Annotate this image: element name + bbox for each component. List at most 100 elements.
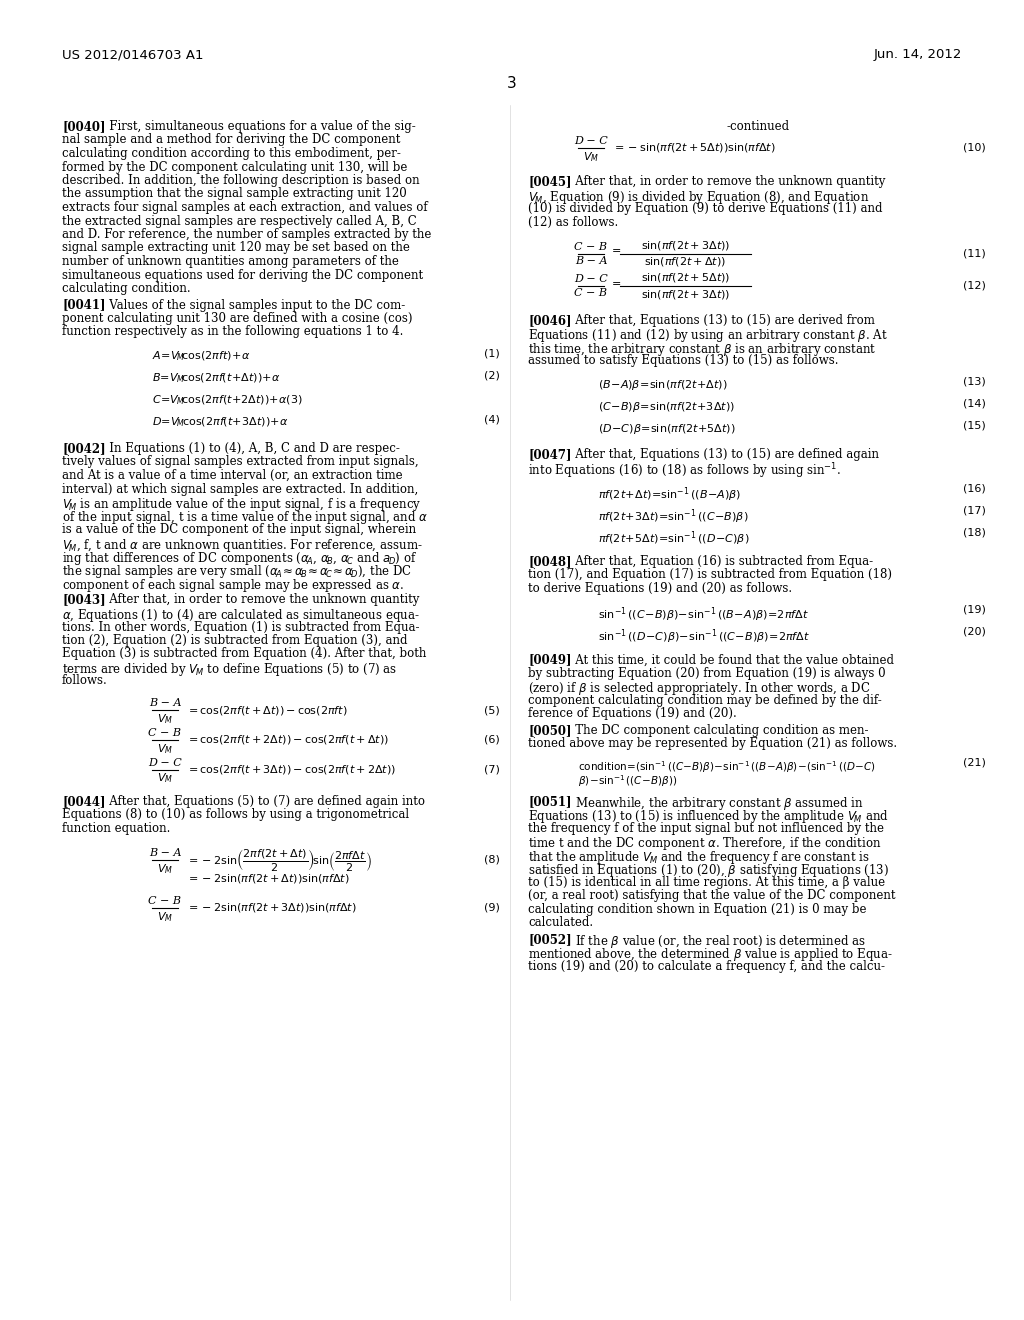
Text: $= -2\sin(\pi f(2t + 3\Delta t))\sin(\pi f\Delta t)$: $= -2\sin(\pi f(2t + 3\Delta t))\sin(\pi… (186, 902, 356, 915)
Text: [0044]: [0044] (62, 795, 105, 808)
Text: (17): (17) (964, 506, 986, 516)
Text: (16): (16) (964, 484, 986, 494)
Text: [0042]: [0042] (62, 442, 105, 455)
Text: Equation (3) is subtracted from Equation (4). After that, both: Equation (3) is subtracted from Equation… (62, 648, 426, 660)
Text: the extracted signal samples are respectively called A, B, C: the extracted signal samples are respect… (62, 214, 417, 227)
Text: tioned above may be represented by Equation (21) as follows.: tioned above may be represented by Equat… (528, 738, 897, 750)
Text: of the input signal, t is a time value of the input signal, and $\alpha$: of the input signal, t is a time value o… (62, 510, 428, 527)
Text: If the $\beta$ value (or, the real root) is determined as: If the $\beta$ value (or, the real root)… (563, 933, 865, 950)
Text: $D\!=\!V_{\!M}\!\cos(2\pi f(t\!+\!3\Delta t))\!+\!\alpha$: $D\!=\!V_{\!M}\!\cos(2\pi f(t\!+\!3\Delt… (152, 414, 289, 429)
Text: B − A: B − A (148, 698, 181, 709)
Text: assumed to satisfy Equations (13) to (15) as follows.: assumed to satisfy Equations (13) to (15… (528, 354, 839, 367)
Text: $\beta)\!-\!\sin^{-1}((C\!-\!B)\beta))$: $\beta)\!-\!\sin^{-1}((C\!-\!B)\beta))$ (578, 774, 677, 789)
Text: $V_{\!M}$ is an amplitude value of the input signal, f is a frequency: $V_{\!M}$ is an amplitude value of the i… (62, 496, 421, 513)
Text: tively values of signal samples extracted from input signals,: tively values of signal samples extracte… (62, 455, 419, 469)
Text: signal sample extracting unit 120 may be set based on the: signal sample extracting unit 120 may be… (62, 242, 410, 255)
Text: $(B\!-\!A)\beta\!=\!\sin(\pi f(2t\!+\!\Delta t))$: $(B\!-\!A)\beta\!=\!\sin(\pi f(2t\!+\!\D… (598, 378, 728, 392)
Text: tion (17), and Equation (17) is subtracted from Equation (18): tion (17), and Equation (17) is subtract… (528, 569, 892, 581)
Text: the assumption that the signal sample extracting unit 120: the assumption that the signal sample ex… (62, 187, 407, 201)
Text: mentioned above, the determined $\beta$ value is applied to Equa-: mentioned above, the determined $\beta$ … (528, 946, 893, 964)
Text: (10) is divided by Equation (9) to derive Equations (11) and: (10) is divided by Equation (9) to deriv… (528, 202, 883, 215)
Text: (or, a real root) satisfying that the value of the DC component: (or, a real root) satisfying that the va… (528, 890, 896, 903)
Text: $\sin(\pi f(2t + 3\Delta t))$: $\sin(\pi f(2t + 3\Delta t))$ (641, 288, 730, 301)
Text: (zero) if $\beta$ is selected appropriately. In other words, a DC: (zero) if $\beta$ is selected appropriat… (528, 680, 870, 697)
Text: $V_M$: $V_M$ (583, 150, 599, 164)
Text: (4): (4) (484, 414, 500, 424)
Text: (15): (15) (964, 421, 986, 430)
Text: follows.: follows. (62, 675, 108, 688)
Text: described. In addition, the following description is based on: described. In addition, the following de… (62, 174, 420, 187)
Text: simultaneous equations used for deriving the DC component: simultaneous equations used for deriving… (62, 268, 423, 281)
Text: (10): (10) (964, 143, 986, 153)
Text: extracts four signal samples at each extraction, and values of: extracts four signal samples at each ext… (62, 201, 428, 214)
Text: $\sin(\pi f(2t + \Delta t))$: $\sin(\pi f(2t + \Delta t))$ (644, 256, 726, 268)
Text: ing that differences of DC components ($\alpha_{\!A}$, $\alpha_{\!B}$, $\alpha_{: ing that differences of DC components ($… (62, 550, 418, 568)
Text: [0051]: [0051] (528, 795, 571, 808)
Text: (12) as follows.: (12) as follows. (528, 215, 618, 228)
Text: to derive Equations (19) and (20) as follows.: to derive Equations (19) and (20) as fol… (528, 582, 793, 595)
Text: =: = (612, 279, 622, 289)
Text: US 2012/0146703 A1: US 2012/0146703 A1 (62, 48, 204, 61)
Text: ference of Equations (19) and (20).: ference of Equations (19) and (20). (528, 708, 736, 721)
Text: (9): (9) (484, 903, 500, 912)
Text: (5): (5) (484, 705, 500, 715)
Text: component calculating condition may be defined by the dif-: component calculating condition may be d… (528, 694, 882, 708)
Text: B − A: B − A (574, 256, 607, 265)
Text: (8): (8) (484, 855, 500, 865)
Text: function respectively as in the following equations 1 to 4.: function respectively as in the followin… (62, 326, 403, 338)
Text: C − B: C − B (574, 242, 607, 252)
Text: ponent calculating unit 130 are defined with a cosine (cos): ponent calculating unit 130 are defined … (62, 312, 413, 325)
Text: function equation.: function equation. (62, 822, 170, 834)
Text: [0043]: [0043] (62, 594, 105, 606)
Text: [0048]: [0048] (528, 554, 571, 568)
Text: $A\!=\!V_{\!M}\!\cos(2\pi ft)\!+\!\alpha$: $A\!=\!V_{\!M}\!\cos(2\pi ft)\!+\!\alpha… (152, 348, 251, 363)
Text: $(D\!-\!C)\beta\!=\!\sin(\pi f(2t\!+\!5\Delta t))$: $(D\!-\!C)\beta\!=\!\sin(\pi f(2t\!+\!5\… (598, 422, 736, 436)
Text: to (15) is identical in all time regions. At this time, a β value: to (15) is identical in all time regions… (528, 876, 885, 888)
Text: [0049]: [0049] (528, 653, 571, 667)
Text: formed by the DC component calculating unit 130, will be: formed by the DC component calculating u… (62, 161, 408, 173)
Text: terms are divided by $V_{\!M}$ to define Equations (5) to (7) as: terms are divided by $V_{\!M}$ to define… (62, 661, 397, 678)
Text: $V_M$: $V_M$ (157, 713, 173, 726)
Text: B − A: B − A (148, 847, 181, 858)
Text: (13): (13) (964, 378, 986, 387)
Text: $(C\!-\!B)\beta\!=\!\sin(\pi f(2t\!+\!3\Delta t))$: $(C\!-\!B)\beta\!=\!\sin(\pi f(2t\!+\!3\… (598, 400, 735, 414)
Text: After that, Equations (13) to (15) are defined again: After that, Equations (13) to (15) are d… (563, 447, 879, 461)
Text: Equations (11) and (12) by using an arbitrary constant $\beta$. At: Equations (11) and (12) by using an arbi… (528, 327, 888, 345)
Text: $\sin(\pi f(2t + 5\Delta t))$: $\sin(\pi f(2t + 5\Delta t))$ (641, 271, 730, 284)
Text: tions. In other words, Equation (1) is subtracted from Equa-: tions. In other words, Equation (1) is s… (62, 620, 420, 634)
Text: calculated.: calculated. (528, 916, 593, 929)
Text: D − C: D − C (574, 275, 608, 284)
Text: (6): (6) (484, 735, 500, 744)
Text: tions (19) and (20) to calculate a frequency f, and the calcu-: tions (19) and (20) to calculate a frequ… (528, 960, 885, 973)
Text: (2): (2) (484, 370, 500, 380)
Text: $C\!=\!V_{\!M}\!\cos(2\pi f(t\!+\!2\Delta t))\!+\!\alpha(3)$: $C\!=\!V_{\!M}\!\cos(2\pi f(t\!+\!2\Delt… (152, 393, 303, 407)
Text: the signal samples are very small ($\alpha_{\!A}$$\!\approx$$\alpha_{\!B}$$\!\ap: the signal samples are very small ($\alp… (62, 564, 412, 581)
Text: satisfied in Equations (1) to (20), $\beta$ satisfying Equations (13): satisfied in Equations (1) to (20), $\be… (528, 862, 889, 879)
Text: $\sin^{-1}((C\!-\!B)\beta)\!-\!\sin^{-1}((B\!-\!A)\beta)\!=\!2\pi f\Delta t$: $\sin^{-1}((C\!-\!B)\beta)\!-\!\sin^{-1}… (598, 606, 809, 624)
Text: (7): (7) (484, 764, 500, 775)
Text: that the amplitude $V_{\!M}$ and the frequency f are constant is: that the amplitude $V_{\!M}$ and the fre… (528, 849, 870, 866)
Text: and At is a value of a time interval (or, an extraction time: and At is a value of a time interval (or… (62, 469, 402, 482)
Text: $V_{\!M}$, Equation (9) is divided by Equation (8), and Equation: $V_{\!M}$, Equation (9) is divided by Eq… (528, 189, 869, 206)
Text: calculating condition according to this embodiment, per-: calculating condition according to this … (62, 147, 400, 160)
Text: After that, Equations (5) to (7) are defined again into: After that, Equations (5) to (7) are def… (97, 795, 425, 808)
Text: $\alpha$, Equations (1) to (4) are calculated as simultaneous equa-: $\alpha$, Equations (1) to (4) are calcu… (62, 607, 420, 624)
Text: (19): (19) (964, 605, 986, 614)
Text: (11): (11) (964, 248, 986, 259)
Text: In Equations (1) to (4), A, B, C and D are respec-: In Equations (1) to (4), A, B, C and D a… (97, 442, 399, 455)
Text: $\sin^{-1}((D\!-\!C)\beta)\!-\!\sin^{-1}((C\!-\!B)\beta)\!=\!2\pi f\Delta t$: $\sin^{-1}((D\!-\!C)\beta)\!-\!\sin^{-1}… (598, 627, 810, 645)
Text: $= \cos(2\pi f(t + \Delta t)) - \cos(2\pi ft)$: $= \cos(2\pi f(t + \Delta t)) - \cos(2\p… (186, 704, 347, 717)
Text: =: = (612, 247, 622, 256)
Text: [0052]: [0052] (528, 933, 571, 946)
Text: Jun. 14, 2012: Jun. 14, 2012 (873, 48, 962, 61)
Text: calculating condition.: calculating condition. (62, 282, 190, 294)
Text: C − B: C − B (148, 729, 181, 738)
Text: $= -\sin(\pi f(2t + 5\Delta t))\sin(\pi f\Delta t)$: $= -\sin(\pi f(2t + 5\Delta t))\sin(\pi … (612, 141, 775, 154)
Text: number of unknown quantities among parameters of the: number of unknown quantities among param… (62, 255, 399, 268)
Text: $\pi f(2t\!+\!3\Delta t)\!=\!\sin^{-1}((C\!-\!B)\beta)$: $\pi f(2t\!+\!3\Delta t)\!=\!\sin^{-1}((… (598, 507, 749, 525)
Text: (1): (1) (484, 348, 500, 358)
Text: [0045]: [0045] (528, 176, 571, 187)
Text: $= \cos(2\pi f(t + 2\Delta t)) - \cos(2\pi f(t + \Delta t))$: $= \cos(2\pi f(t + 2\Delta t)) - \cos(2\… (186, 734, 389, 747)
Text: Equations (13) to (15) is influenced by the amplitude $V_{\!M}$ and: Equations (13) to (15) is influenced by … (528, 808, 889, 825)
Text: and D. For reference, the number of samples extracted by the: and D. For reference, the number of samp… (62, 228, 431, 242)
